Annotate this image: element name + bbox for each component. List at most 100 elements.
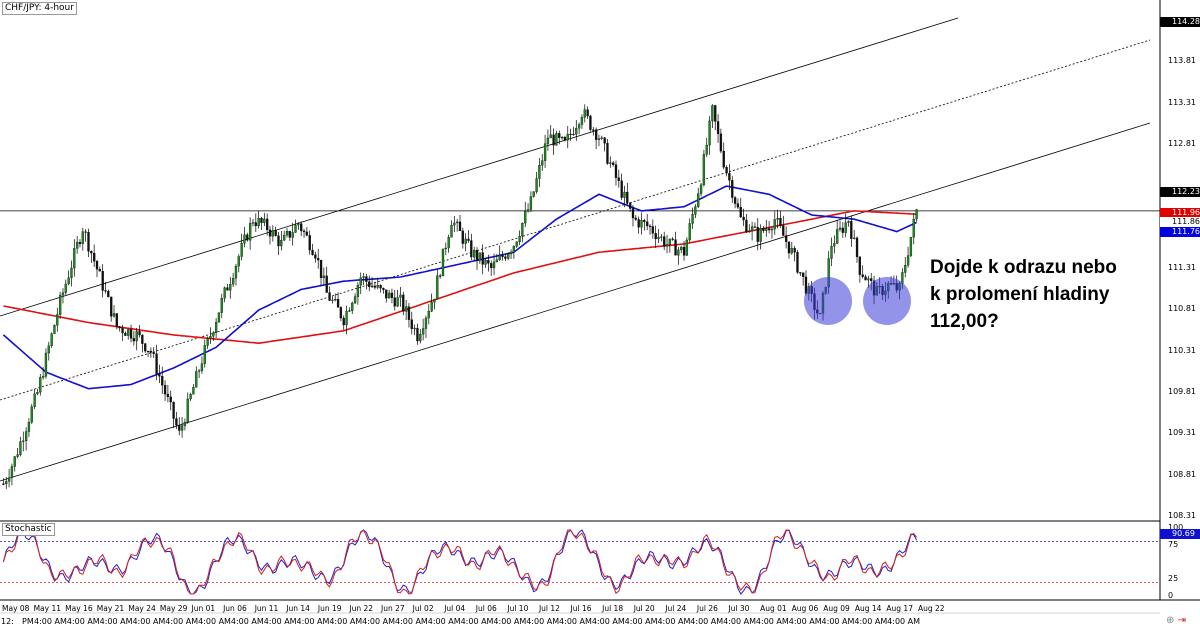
candle-body (33, 393, 36, 407)
x-time-label: 4:00 AM (394, 617, 428, 626)
candle-body (322, 275, 326, 279)
candle-body (385, 289, 388, 299)
candle-body (351, 302, 354, 311)
candle-body (107, 291, 110, 298)
candle-body (331, 299, 334, 301)
candle-body (563, 136, 567, 141)
candle-body (155, 353, 158, 374)
candle-body (671, 238, 674, 240)
candle-body (688, 223, 691, 241)
y-tick-label: 110.31 (1168, 345, 1196, 355)
candle-body (50, 333, 53, 346)
candle-body (359, 277, 362, 286)
x-time-label: 4:00 AM (723, 617, 756, 626)
candle-body (132, 338, 136, 342)
candle-body (901, 272, 904, 284)
candle-body (243, 234, 246, 244)
x-tick-label: May 24 (128, 604, 156, 613)
candle-body (266, 218, 269, 231)
annotation-line-1: Dojde k odrazu nebo (930, 257, 1117, 278)
corner-icons[interactable]: ⊕ ⇥ (1166, 615, 1186, 626)
candle-body (396, 297, 399, 307)
candle-body (348, 310, 351, 312)
x-time-label: 4:00 AM (854, 617, 888, 626)
candle-body (787, 241, 791, 254)
candle-body (492, 261, 496, 269)
candle-body (742, 216, 745, 221)
candle-body (200, 363, 204, 371)
stochastic-panel (0, 529, 1160, 595)
candle-body (722, 150, 725, 168)
candle-body (365, 276, 368, 282)
candle-body (180, 425, 184, 431)
candle-body (197, 370, 201, 372)
candle-body (699, 184, 703, 194)
candle-body (70, 267, 73, 279)
candle-body (549, 134, 552, 139)
candle-body (841, 227, 844, 233)
candle-body (2, 483, 5, 485)
candle-body (631, 208, 635, 219)
candlesticks (2, 104, 918, 489)
candle-body (152, 352, 155, 354)
candle-body (319, 259, 323, 279)
candle-body (30, 406, 33, 423)
candle-body (161, 376, 164, 386)
chart-frame (0, 0, 1200, 614)
candle-body (115, 313, 118, 327)
candle-body (850, 221, 853, 239)
candle-body (76, 242, 79, 249)
x-time-label: 12: (1, 617, 14, 626)
candle-body (770, 228, 774, 231)
candle-body (589, 115, 592, 130)
candle-body (620, 180, 623, 198)
candle-body (325, 275, 328, 293)
settings-icon[interactable]: ⊕ (1166, 615, 1175, 626)
candle-body (855, 237, 859, 258)
candle-body (487, 260, 490, 264)
candle-body (583, 109, 586, 118)
x-tick-label: Jun 14 (286, 604, 310, 613)
candle-body (796, 252, 799, 273)
candle-body (251, 222, 255, 224)
price-tag: 111.76 (1160, 226, 1200, 237)
x-time-label: 4:00 AM (198, 617, 231, 626)
candle-body (594, 129, 598, 140)
candle-body (294, 224, 297, 233)
candle-body (467, 238, 470, 241)
candle-body (651, 226, 654, 234)
candle-body (586, 109, 589, 117)
candle-body (274, 230, 277, 236)
candle-body (248, 223, 252, 241)
x-tick-label: Jul 02 (412, 604, 434, 613)
candle-body (453, 222, 456, 226)
candle-body (220, 298, 223, 313)
level-tag: 112.23 (1160, 186, 1200, 197)
x-tick-label: Jul 24 (665, 604, 687, 613)
stochastic-label: Stochastic (2, 523, 55, 536)
candle-body (158, 373, 161, 377)
candle-body (234, 265, 238, 279)
x-time-label: PM (22, 617, 34, 626)
candle-body (141, 334, 144, 344)
candle-body (643, 220, 646, 222)
candle-body (308, 235, 311, 251)
x-tick-label: Jul 10 (507, 604, 529, 613)
candle-body (478, 252, 481, 261)
candle-body (118, 326, 121, 329)
candle-body (847, 221, 850, 223)
x-tick-label: Jun 27 (381, 604, 405, 613)
candle-body (44, 352, 48, 377)
arrow-right-icon[interactable]: ⇥ (1177, 615, 1186, 626)
candle-body (410, 319, 413, 329)
candle-body (711, 105, 714, 122)
candle-body (509, 251, 513, 255)
candle-body (790, 248, 793, 254)
candle-body (64, 283, 67, 293)
candle-body (481, 252, 484, 265)
candle-body (19, 441, 22, 455)
x-tick-label: May 21 (96, 604, 125, 613)
candle-body (705, 144, 708, 155)
candle-body (427, 311, 430, 319)
candle-body (339, 307, 343, 319)
